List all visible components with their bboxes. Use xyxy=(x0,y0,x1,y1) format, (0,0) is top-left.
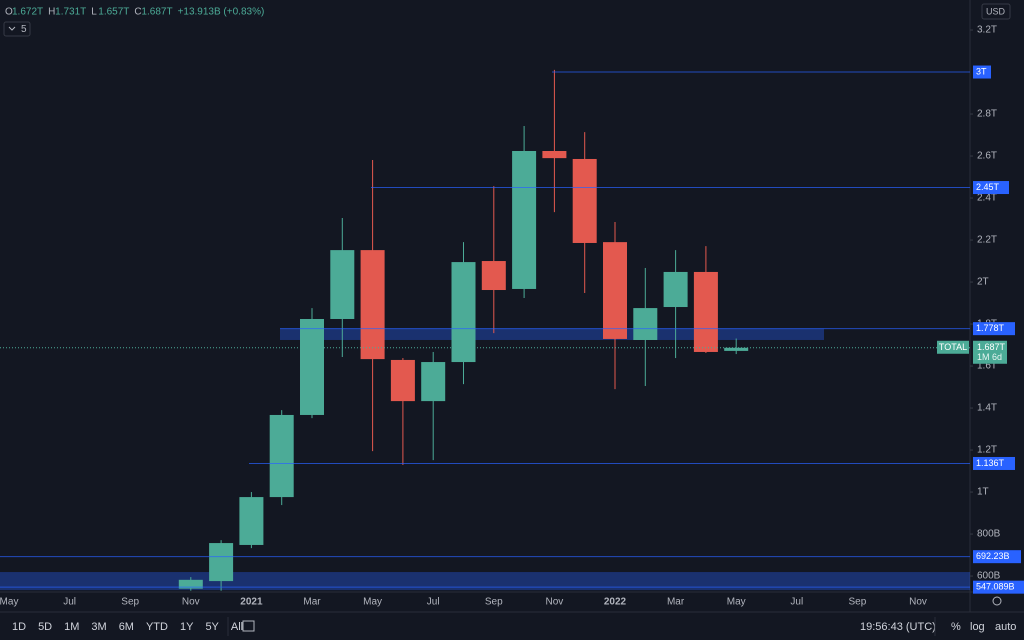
candle-body xyxy=(572,158,597,243)
level-label: 2.45T xyxy=(976,182,1000,192)
plot xyxy=(0,69,970,591)
y-tick-label: 3.2T xyxy=(977,25,997,36)
candle-body xyxy=(269,414,294,498)
candle-body xyxy=(724,347,749,351)
ohlc-value: 1.657T xyxy=(98,7,129,18)
x-tick-label: May xyxy=(727,597,746,608)
scale-option[interactable]: % xyxy=(951,621,961,633)
level-label: 3T xyxy=(976,66,987,76)
level-tag xyxy=(973,181,1009,195)
indicator-count: 5 xyxy=(21,24,27,35)
level-tag xyxy=(973,322,1015,336)
range-button[interactable]: 1M xyxy=(64,621,79,633)
candle-body xyxy=(239,497,264,545)
x-tick-label: Mar xyxy=(303,597,321,608)
x-tick-label: May xyxy=(363,597,382,608)
y-tick-label: 2.4T xyxy=(977,193,997,204)
level-tag xyxy=(973,550,1021,564)
y-tick-label: 600B xyxy=(977,571,1001,582)
price-tag xyxy=(973,340,1007,364)
x-tick-label: Jul xyxy=(790,597,803,608)
x-tick-label: Mar xyxy=(667,597,685,608)
candle-body xyxy=(330,250,355,319)
range-button[interactable]: 5D xyxy=(38,621,52,633)
y-tick-label: 800B xyxy=(977,529,1001,540)
clock: 19:56:43 (UTC) xyxy=(860,621,936,633)
level-label: 547.089B xyxy=(976,582,1015,592)
ohlc-key: L xyxy=(91,7,97,18)
ohlc-value: 1.687T xyxy=(141,7,172,18)
settings-icon[interactable] xyxy=(992,596,1002,606)
zone xyxy=(0,572,970,591)
ohlc-key: H xyxy=(48,7,55,18)
level-label: 692.23B xyxy=(976,551,1010,561)
y-tick-label: 2.8T xyxy=(977,109,997,120)
candle-body xyxy=(603,242,627,339)
ohlc-key: O xyxy=(5,7,13,18)
level-label: 1.136T xyxy=(976,458,1005,468)
candle-body xyxy=(360,250,385,360)
x-tick-label: Sep xyxy=(485,597,503,608)
candle-body xyxy=(693,271,718,352)
scale-option[interactable]: log xyxy=(970,621,985,633)
candle-body xyxy=(178,579,203,589)
candle-body xyxy=(633,308,658,340)
x-tick-label: Sep xyxy=(849,597,867,608)
y-tick-label: 1.4T xyxy=(977,403,997,414)
x-tick-label: 2022 xyxy=(604,597,627,608)
candle-body xyxy=(451,262,476,363)
x-tick-label: Sep xyxy=(121,597,139,608)
ohlc-value: 1.731T xyxy=(55,7,86,18)
countdown: 1M 6d xyxy=(977,352,1002,362)
level-label: 1.778T xyxy=(976,323,1005,333)
x-tick-label: May xyxy=(0,597,18,608)
candle-body xyxy=(300,318,324,415)
x-tick-label: Nov xyxy=(909,597,927,608)
range-button[interactable]: 6M xyxy=(119,621,134,633)
range-button[interactable]: 1Y xyxy=(180,621,194,633)
symbol: TOTAL xyxy=(939,342,967,352)
symbol-tag xyxy=(937,340,969,354)
candle-body xyxy=(481,261,506,291)
level-tag xyxy=(973,65,991,79)
range-button[interactable]: 1D xyxy=(12,621,26,633)
scale-option[interactable]: auto xyxy=(995,621,1016,633)
change: +13.913B (+0.83%) xyxy=(178,7,265,18)
candle-body xyxy=(663,271,688,308)
y-tick-label: 1.6T xyxy=(977,361,997,372)
candle-body xyxy=(209,543,234,582)
currency: USD xyxy=(986,6,1006,16)
range-button[interactable]: 5Y xyxy=(205,621,219,633)
last-price-label: 1.687T xyxy=(977,342,1006,352)
ohlc-key: C xyxy=(134,7,141,18)
x-tick-label: Jul xyxy=(427,597,440,608)
y-tick-label: 2.2T xyxy=(977,235,997,246)
range-button[interactable]: YTD xyxy=(146,621,168,633)
y-tick-label: 2.6T xyxy=(977,151,997,162)
candle-body xyxy=(390,359,415,402)
currency-button[interactable] xyxy=(981,3,1011,20)
level-tag xyxy=(973,580,1024,594)
level-tag xyxy=(973,456,1015,470)
y-tick-label: 1.2T xyxy=(977,445,997,456)
candle-body xyxy=(542,150,567,159)
y-tick-label: 2T xyxy=(977,277,989,288)
range-button[interactable]: 3M xyxy=(91,621,106,633)
candle-body xyxy=(512,150,537,289)
range-button[interactable]: All xyxy=(231,621,243,633)
x-tick-label: 2021 xyxy=(240,597,263,608)
date-range-icon[interactable] xyxy=(242,620,255,632)
ohlc-value: 1.672T xyxy=(12,7,43,18)
chevron-icon xyxy=(8,26,16,31)
x-tick-label: Jul xyxy=(63,597,76,608)
y-tick-label: 1T xyxy=(977,487,989,498)
x-tick-label: Nov xyxy=(546,597,564,608)
x-tick-label: Nov xyxy=(182,597,200,608)
indicator-toggle[interactable] xyxy=(3,21,31,37)
candle-body xyxy=(421,362,446,402)
zone xyxy=(280,328,824,340)
